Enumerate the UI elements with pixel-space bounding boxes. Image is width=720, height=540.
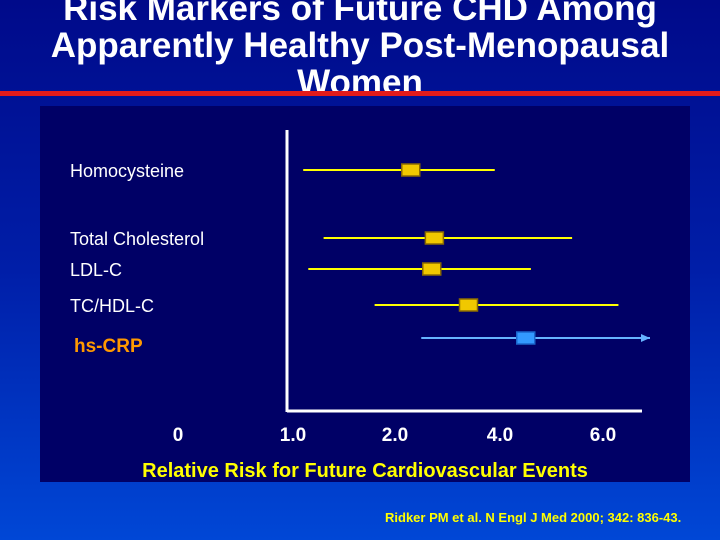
x-tick-label: 6.0 — [590, 425, 616, 446]
chart-rows — [303, 163, 650, 345]
row-label: Total Cholesterol — [70, 229, 204, 249]
chart-labels: Homocysteine Total Cholesterol LDL-C TC/HDL… — [70, 161, 204, 357]
point-estimate — [422, 262, 442, 276]
x-tick-label: 1.0 — [280, 425, 306, 446]
title-line-2: Apparently Healthy Post-Menopausal — [50, 26, 670, 65]
point-estimate — [516, 331, 536, 345]
x-tick-label: 2.0 — [382, 425, 408, 446]
point-estimate — [458, 298, 479, 312]
row-label: TC/HDL-C — [70, 296, 154, 316]
chart-panel — [40, 106, 690, 482]
x-tick-label: 4.0 — [487, 425, 513, 446]
point-estimate — [401, 163, 421, 177]
row-label: Homocysteine — [70, 161, 184, 181]
row-label: hs-CRP — [74, 336, 143, 357]
ci-arrow — [641, 334, 650, 342]
title-divider — [0, 91, 720, 96]
citation: Ridker PM et al. N Engl J Med 2000; 342:… — [385, 510, 682, 525]
title-line-1: Risk Markers of Future CHD Among — [63, 0, 657, 28]
x-tick-label: 0 — [173, 425, 184, 446]
page-title: Risk Markers of Future CHD Among Apparen… — [0, 0, 720, 101]
row-label: LDL-C — [70, 260, 122, 280]
point-estimate — [424, 231, 445, 245]
chart-axes: 0 1.0 2.0 4.0 6.0 — [173, 130, 642, 446]
x-axis-label: Relative Risk for Future Cardiovascular … — [142, 460, 588, 482]
